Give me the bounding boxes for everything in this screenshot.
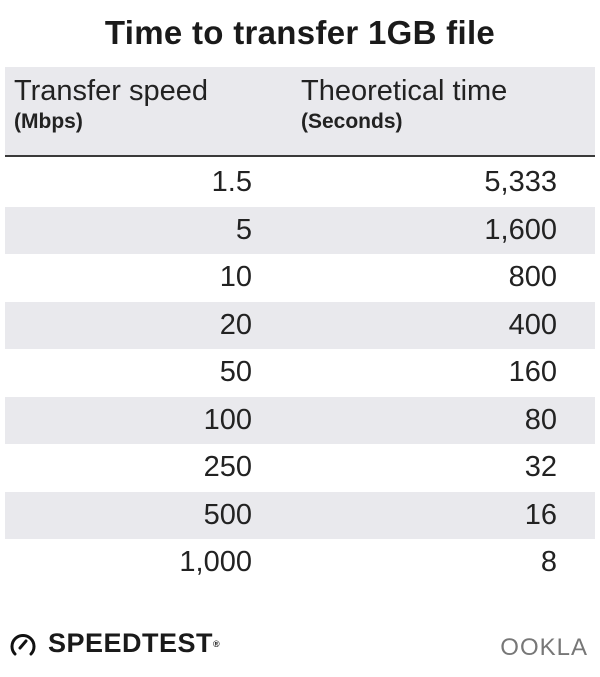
table-row: 1.5 5,333	[5, 159, 595, 207]
speed-cell: 20	[219, 308, 252, 341]
header-unit: (Seconds)	[301, 110, 403, 133]
speed-cell: 1,000	[179, 546, 252, 578]
time-cell: 1,600	[484, 213, 557, 246]
brand-name: SPEEDTEST	[48, 628, 214, 658]
table-row: 10 800	[5, 254, 595, 302]
time-cell: 800	[508, 261, 557, 293]
table-body: 1.5 5,333 5 1,600 10 800 20 400 50 160 100 80 250 32 5…	[5, 159, 595, 587]
header-label: Transfer speed	[14, 75, 208, 107]
table-row: 1,000 8	[5, 539, 595, 587]
ookla-logo: OOKLA	[500, 634, 588, 661]
time-cell: 32	[524, 451, 557, 483]
table-row: 500 16	[5, 491, 595, 539]
time-cell: 160	[508, 356, 557, 388]
time-cell: 5,333	[484, 166, 557, 198]
speed-cell: 500	[203, 498, 252, 531]
column-header-speed: Transfer speed (Mbps)	[14, 75, 208, 134]
time-cell: 80	[524, 403, 557, 436]
time-cell: 16	[524, 498, 557, 531]
header-label: Theoretical time	[301, 75, 508, 107]
table-row: 5 1,600	[5, 206, 595, 254]
registered-mark: ®	[213, 638, 221, 649]
speed-cell: 100	[203, 403, 252, 436]
time-cell: 8	[540, 546, 557, 578]
table-row: 20 400	[5, 301, 595, 349]
chart-title: Time to transfer 1GB file	[104, 14, 496, 51]
speed-cell: 10	[219, 261, 252, 293]
speed-cell: 5	[235, 213, 252, 246]
speed-cell: 1.5	[211, 166, 252, 198]
speedometer-icon	[10, 633, 36, 655]
table-row: 50 160	[5, 349, 595, 397]
table-header: Transfer speed (Mbps) Theoretical time (…	[5, 67, 595, 157]
header-unit: (Mbps)	[14, 110, 83, 133]
speed-cell: 250	[203, 451, 252, 483]
speedtest-logo: SPEEDTEST ®	[8, 628, 220, 659]
table-row: 100 80	[5, 396, 595, 444]
table-row: 250 32	[5, 444, 595, 492]
column-header-time: Theoretical time (Seconds)	[301, 75, 507, 134]
footer: SPEEDTEST ® OOKLA	[0, 628, 600, 668]
time-cell: 400	[508, 308, 557, 341]
speed-cell: 50	[219, 356, 252, 388]
